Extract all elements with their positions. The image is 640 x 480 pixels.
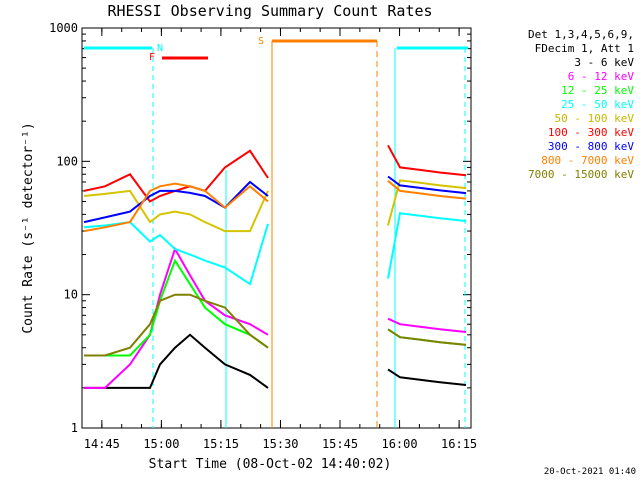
legend-entry: 12 - 25 keV [561, 84, 634, 97]
y-tick-label: 100 [56, 154, 78, 168]
x-tick-label: 15:15 [203, 437, 239, 451]
y-tick-label: 10 [64, 288, 78, 302]
annotation-F: F [149, 52, 155, 63]
legend-entry: 7000 - 15000 keV [528, 168, 634, 181]
series-line-1 [84, 246, 467, 389]
legend-entry: 3 - 6 keV [574, 56, 634, 69]
x-tick-label: 15:45 [322, 437, 358, 451]
x-tick-label: 15:00 [143, 437, 179, 451]
series-line-7 [83, 180, 467, 233]
x-tick-label: 15:30 [262, 437, 298, 451]
series-line-0 [84, 333, 467, 389]
legend-entry: 25 - 50 keV [561, 98, 634, 111]
annotation-S: S [258, 36, 264, 47]
series-line-4 [83, 179, 467, 233]
series-line-8 [84, 293, 467, 357]
y-tick-label: 1 [71, 421, 78, 435]
legend-entry: 300 - 800 keV [547, 140, 634, 153]
series-line-2 [84, 258, 467, 357]
plot-frame [81, 27, 472, 429]
series-line-6 [83, 175, 467, 224]
series-line-5 [83, 144, 467, 203]
series-line-3 [83, 212, 467, 286]
legend-entry: 6 - 12 keV [567, 70, 634, 83]
chart-title: RHESSI Observing Summary Count Rates [107, 2, 432, 20]
y-axis-label: Count Rate (s⁻¹ detector⁻¹) [21, 122, 36, 333]
y-tick-label: 1000 [49, 21, 78, 35]
annotation-N: N [157, 43, 163, 54]
x-tick-label: 14:45 [84, 437, 120, 451]
legend-entry: 800 - 7000 keV [541, 154, 634, 167]
legend-entry: 50 - 100 keV [554, 112, 634, 125]
x-tick-label: 16:00 [381, 437, 417, 451]
legend-header-2: FDecim 1, Att 1 [534, 42, 634, 55]
legend-header-1: Det 1,3,4,5,6,9, [528, 28, 634, 41]
legend-entry: 100 - 300 keV [547, 126, 634, 139]
timestamp: 20-Oct-2021 01:40 [544, 467, 636, 477]
x-tick-label: 16:15 [441, 437, 477, 451]
x-axis-label: Start Time (08-Oct-02 14:40:02) [149, 457, 392, 472]
